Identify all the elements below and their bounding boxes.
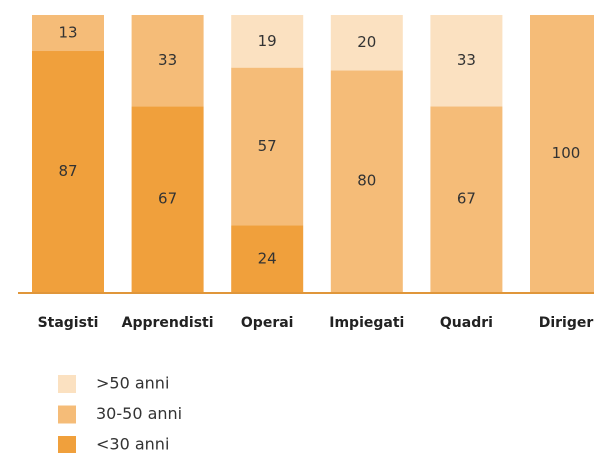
legend-swatch <box>58 436 76 453</box>
value-label: 20 <box>357 33 376 51</box>
bar-segment <box>131 106 204 292</box>
legend-swatch <box>58 405 76 424</box>
bar-segment <box>330 15 403 71</box>
value-label: 57 <box>258 137 277 155</box>
x-tick-label: Diriger <box>539 315 594 331</box>
bar-segment <box>231 225 304 292</box>
bar-segment <box>32 15 104 52</box>
x-tick-label: Apprendisti <box>122 315 214 331</box>
value-label: 100 <box>552 144 581 162</box>
x-tick-label: Impiegati <box>329 315 404 331</box>
value-label: 24 <box>258 249 277 267</box>
legend-label: >50 anni <box>96 374 169 393</box>
bar-segment <box>231 67 304 226</box>
value-label: 33 <box>158 51 177 69</box>
x-tick-label: Quadri <box>440 315 493 331</box>
bar-segment <box>131 15 204 107</box>
bar-segment <box>330 70 403 293</box>
bar-segment <box>430 106 503 292</box>
value-label: 13 <box>58 24 77 42</box>
x-tick-label: Operai <box>241 315 294 331</box>
value-label: 19 <box>258 32 277 50</box>
value-label: 87 <box>58 162 77 180</box>
value-label: 33 <box>457 51 476 69</box>
legend-label: 30-50 anni <box>96 404 182 423</box>
legend-label: <30 anni <box>96 435 169 453</box>
value-label: 80 <box>357 172 376 190</box>
value-label: 67 <box>457 190 476 208</box>
bar-segment <box>231 15 304 68</box>
x-tick-label: Stagisti <box>38 315 99 331</box>
bar-segment <box>530 15 594 292</box>
value-label: 67 <box>158 190 177 208</box>
bar-segment <box>32 51 104 293</box>
bar-segment <box>430 15 503 107</box>
legend-swatch <box>58 375 76 393</box>
